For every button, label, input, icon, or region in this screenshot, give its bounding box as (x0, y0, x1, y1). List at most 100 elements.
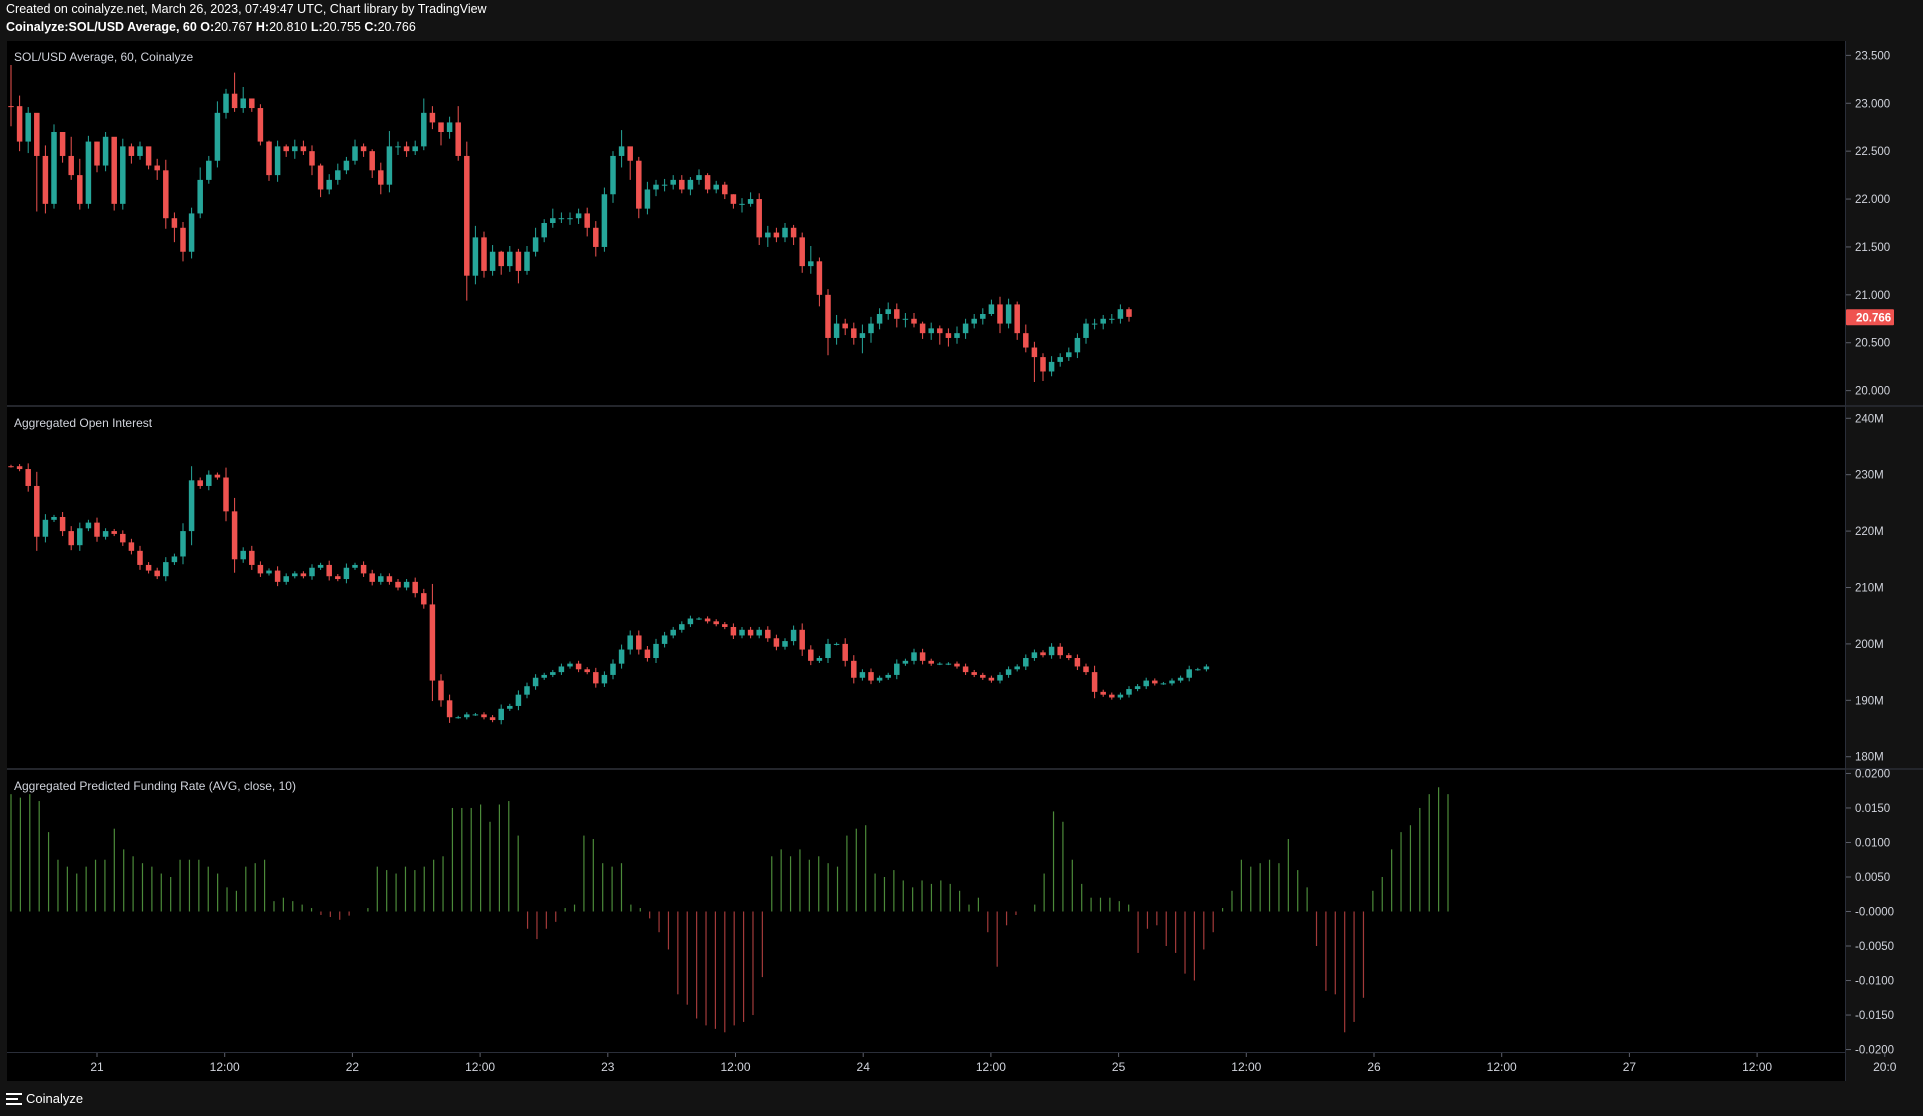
oi-candle (317, 564, 324, 568)
price-candle (59, 132, 66, 156)
x-tick-label: 12:00 (976, 1060, 1006, 1074)
time-axis[interactable] (7, 1053, 1845, 1081)
price-candle (997, 304, 1003, 324)
x-tick-label: 26 (1367, 1060, 1381, 1074)
oi-candle (309, 567, 315, 577)
oi-candle (618, 649, 625, 664)
oi-candle (713, 621, 719, 625)
oi-candle (421, 593, 427, 605)
y-tick-label: 190M (1855, 695, 1884, 707)
oi-candle (283, 576, 289, 582)
oi-candle (240, 550, 246, 560)
oi-candle (438, 680, 444, 701)
price-candle (816, 261, 823, 295)
close-value: 20.766 (377, 20, 416, 34)
x-tick-label: 12:00 (465, 1060, 495, 1074)
oi-candle (25, 469, 31, 486)
price-candle (472, 237, 479, 276)
oi-candle (902, 660, 909, 664)
x-tick-label: 23 (601, 1060, 615, 1074)
oi-candle (188, 480, 195, 532)
price-candle (145, 146, 152, 166)
oi-candle (1014, 666, 1020, 670)
oi-candle (842, 643, 848, 661)
price-candle (137, 146, 143, 156)
price-candle (16, 106, 23, 142)
price-candle (661, 184, 668, 186)
funding-bars (10, 787, 1449, 1033)
price-candle (240, 98, 246, 109)
brand[interactable]: Coinalyze (6, 1091, 83, 1106)
price-candle (464, 155, 470, 276)
symbol-label: Coinalyze:SOL/USD Average, 60 (6, 20, 197, 34)
x-tick-label: 21 (90, 1060, 104, 1074)
y-tick-label: 0.0100 (1855, 837, 1890, 849)
open-interest-pane[interactable] (7, 407, 1845, 768)
y-tick-label: 0.0050 (1855, 872, 1890, 884)
price-candle (1023, 333, 1029, 348)
price-candle (524, 251, 530, 271)
price-candle (343, 160, 350, 171)
oi-candle (206, 474, 212, 486)
oi-candle (1057, 646, 1063, 656)
price-candle (1048, 361, 1055, 372)
price-candle (971, 318, 977, 324)
chart-area[interactable]: 23.500 23.000 22.500 22.000 21.500 21.000 20.5… (0, 0, 1923, 1083)
oi-candle (429, 604, 436, 681)
x-tick-label: 20:0 (1873, 1060, 1897, 1074)
oi-candle (274, 570, 281, 582)
y-tick-label: 21.500 (1855, 242, 1890, 254)
price-candle (94, 141, 100, 166)
price-candle (550, 218, 556, 223)
price-candle (670, 179, 676, 185)
price-candle (1074, 337, 1081, 353)
price-candle (773, 232, 780, 238)
oi-candle (799, 629, 805, 650)
price-candle (223, 93, 229, 113)
low-label: L: (310, 20, 323, 34)
oi-candle (885, 674, 891, 678)
high-value: 20.810 (269, 20, 308, 34)
oi-candle (51, 516, 57, 520)
oi-candle (644, 649, 651, 659)
price-candle (300, 146, 307, 152)
price-candle (231, 93, 238, 109)
price-pane-title: SOL/USD Average, 60, Coinalyze (14, 50, 194, 64)
oi-candle (679, 624, 685, 630)
price-candle (481, 237, 487, 271)
price-candle (429, 112, 436, 123)
oi-candle (954, 663, 960, 667)
oi-candle (489, 717, 496, 721)
y-tick-label: 230M (1855, 470, 1884, 482)
oi-candle (575, 663, 582, 670)
oi-candle (197, 480, 203, 486)
funding-pane[interactable] (7, 770, 1845, 1053)
oi-candle (661, 635, 668, 644)
oi-candle (343, 567, 350, 580)
oi-candle (653, 643, 659, 659)
price-candle (214, 112, 221, 161)
price-candle (85, 141, 92, 204)
oi-candle (541, 674, 547, 678)
x-tick-label: 12:00 (1231, 1060, 1261, 1074)
price-candle (739, 203, 745, 205)
y-tick-label: -0.0050 (1855, 941, 1894, 953)
oi-candle (515, 694, 522, 706)
oi-candle (532, 677, 539, 687)
price-candle (713, 184, 719, 190)
price-pane[interactable] (7, 41, 1845, 405)
price-candle (292, 146, 298, 152)
price-candle (421, 112, 427, 147)
oi-candle (481, 714, 487, 718)
y-tick-label: 0.0200 (1855, 768, 1890, 780)
price-candle (575, 213, 582, 219)
oi-candle (1177, 677, 1184, 681)
price-candle (859, 333, 866, 338)
price-candle (1005, 304, 1012, 324)
oi-candle (747, 629, 754, 636)
oi-candle (1074, 658, 1081, 667)
price-candle (1014, 304, 1020, 334)
y-tick-label: -0.0150 (1855, 1010, 1894, 1022)
oi-candle (498, 708, 504, 721)
y-tick-label: -0.0200 (1855, 1045, 1894, 1057)
